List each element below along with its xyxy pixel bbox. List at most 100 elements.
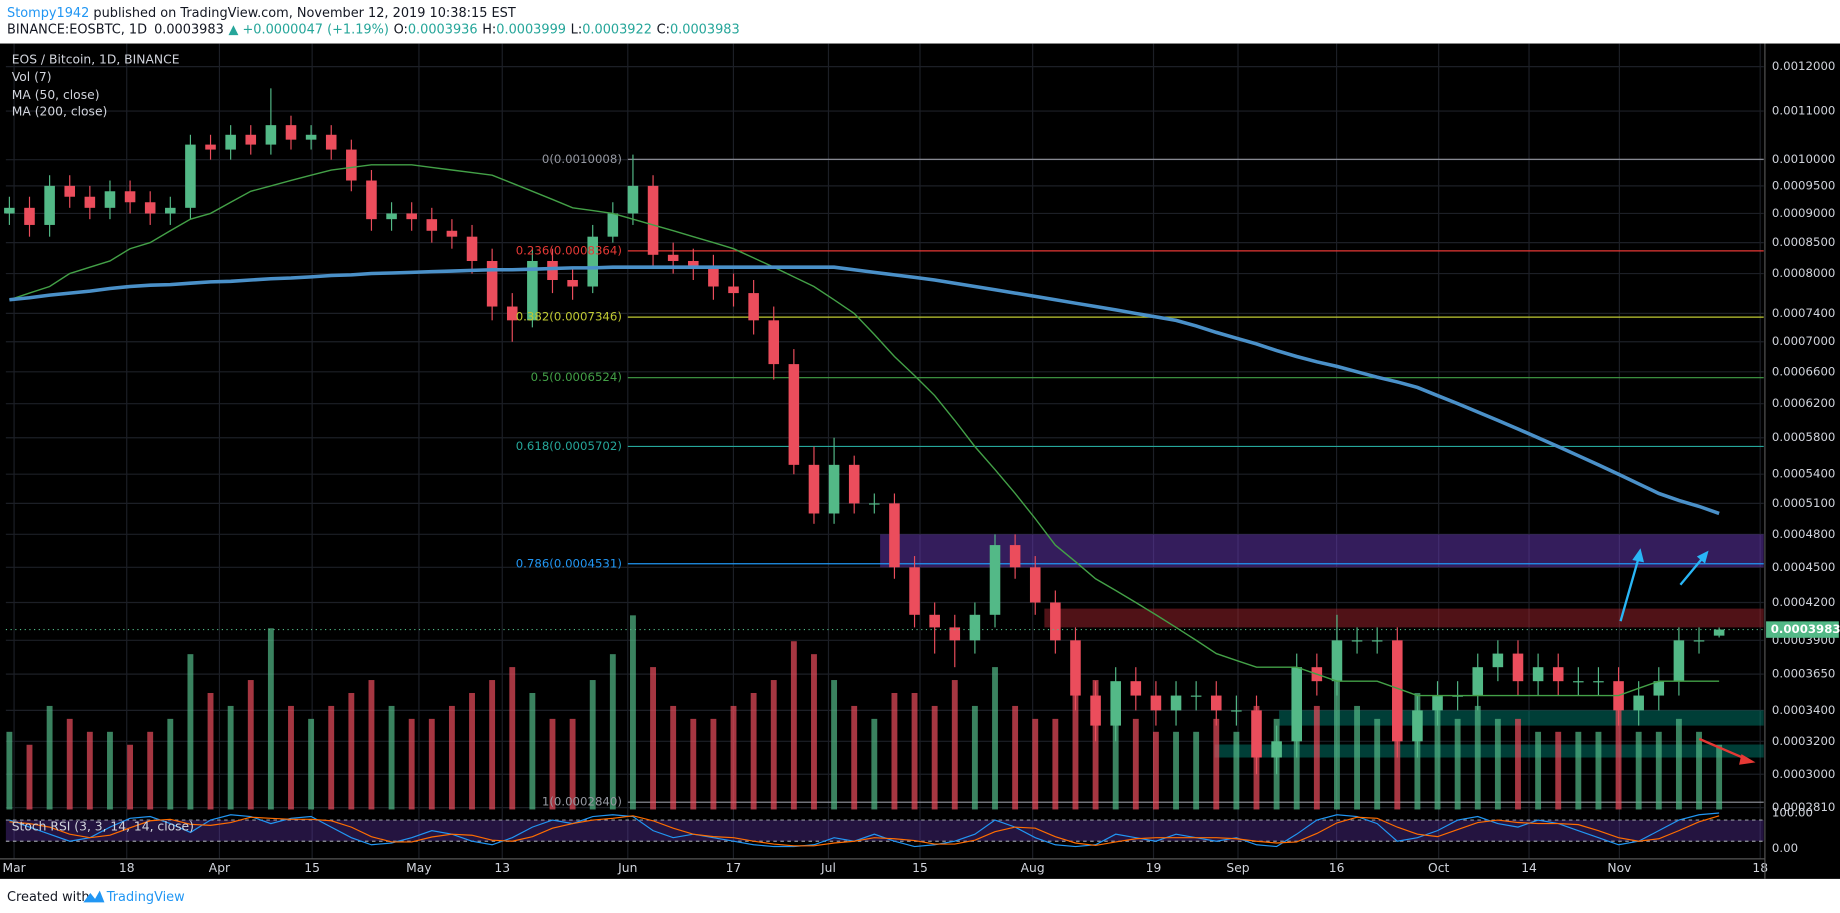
arrow-head [1739, 754, 1756, 765]
candle-body [1231, 710, 1242, 712]
fib-label: 0.5(0.0006524) [531, 370, 622, 384]
volume-bar [428, 718, 435, 810]
volume-bar [1193, 731, 1200, 810]
volume-bar [1454, 718, 1461, 810]
candle-body [1050, 602, 1061, 641]
volume-bar [1575, 731, 1582, 810]
volume-bar [1132, 718, 1139, 810]
volume-bar [1092, 680, 1099, 810]
candle-body [1110, 681, 1121, 726]
author[interactable]: Stompy1942 [7, 5, 89, 20]
candle-body [869, 503, 880, 505]
volume-bar [609, 654, 616, 810]
x-tick-label: Sep [1226, 861, 1249, 875]
volume-bar [1716, 744, 1723, 810]
x-tick-label: 18 [119, 861, 135, 875]
volume-bar [6, 731, 13, 810]
candle-body [4, 207, 15, 214]
fib-label: 0(0.0010008) [542, 152, 622, 166]
candle-body [708, 267, 719, 287]
y-tick-label: 0.0012000 [1772, 59, 1835, 73]
volume-bar [730, 705, 737, 810]
candle-body [768, 320, 780, 365]
volume-bar [46, 705, 53, 810]
x-tick-label: Jun [617, 861, 637, 875]
volume-bar [790, 641, 797, 810]
y-tick-label: 0.0003200 [1772, 734, 1835, 748]
y-tick-label: 0.0006200 [1772, 396, 1835, 410]
candle-body [567, 280, 578, 287]
candle-body [1653, 681, 1665, 696]
volume-bar [489, 680, 496, 810]
volume-bar [328, 705, 335, 810]
volume-bar [549, 718, 556, 810]
x-tick-label: Oct [1428, 861, 1449, 875]
volume-bar [1494, 718, 1501, 810]
volume-bar [750, 692, 757, 810]
volume-bar [1152, 731, 1159, 810]
volume-bar [589, 680, 596, 810]
candle-body [828, 464, 840, 514]
volume-bar [569, 718, 576, 810]
y-tick-label: 0.0005100 [1772, 496, 1835, 510]
footer-brand[interactable]: TradingView [106, 890, 185, 905]
volume-bar [469, 692, 475, 810]
candle-body [1673, 640, 1685, 682]
candle-body [506, 306, 518, 321]
volume-bar [408, 718, 415, 810]
candle-body [305, 134, 317, 140]
candle-body [1150, 695, 1162, 711]
candle-body [1371, 640, 1383, 642]
price-zone [880, 534, 1764, 568]
volume-bar [851, 705, 858, 810]
last-price-label: 0.0003983 [1771, 622, 1840, 636]
candle-body [808, 464, 820, 514]
y-tick-label: 0.0003400 [1772, 703, 1835, 717]
candle-body [1271, 741, 1282, 758]
candle-body [1573, 681, 1584, 683]
candle-body [627, 185, 639, 214]
candle-body [1130, 681, 1142, 696]
candle-body [527, 260, 538, 321]
candle-body [225, 134, 236, 150]
high-value: 0.0003999 [496, 22, 566, 37]
x-tick-label: 16 [1329, 861, 1345, 875]
candle-body [44, 185, 55, 225]
volume-bar [1434, 705, 1441, 810]
fib-label: 0.618(0.0005702) [516, 439, 622, 453]
volume-bar [1313, 705, 1320, 810]
volume-bar [388, 705, 395, 810]
volume-bar [529, 692, 536, 810]
volume-bar [1052, 718, 1059, 810]
candle-body [1532, 667, 1544, 682]
footer-logo [83, 890, 105, 903]
volume-bar [1555, 731, 1562, 810]
candle-body [889, 503, 900, 568]
candle-body [607, 213, 619, 237]
volume-bar [207, 692, 214, 810]
y-tick-label: 0.0003000 [1772, 767, 1835, 781]
candle-body [265, 125, 277, 145]
x-tick-label: Apr [209, 861, 231, 875]
volume-bar [1595, 731, 1602, 810]
x-tick-label: Aug [1021, 861, 1045, 875]
price-zone [1214, 744, 1764, 758]
volume-legend: Vol (7) [12, 70, 52, 84]
volume-bar [288, 705, 294, 810]
footer: Created with TradingView [7, 890, 185, 905]
volume-bar [911, 692, 918, 810]
candle-body [1492, 653, 1504, 668]
low-label: L: [571, 22, 583, 37]
candle-body [205, 144, 216, 150]
volume-bar [992, 667, 998, 810]
close-value: 0.0003983 [670, 22, 740, 37]
y-tick-label: 0.0004800 [1772, 527, 1835, 541]
last-price-box [1766, 621, 1839, 638]
candle-body [1009, 545, 1021, 568]
candle-body [165, 207, 176, 214]
candle-body [688, 260, 699, 268]
candle-body [547, 260, 558, 281]
x-tick-label: Nov [1607, 861, 1631, 875]
